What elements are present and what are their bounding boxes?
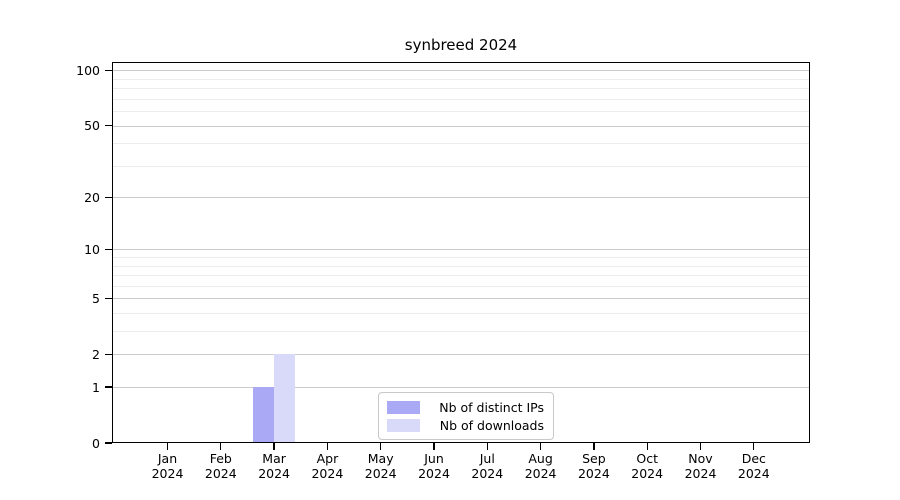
x-tick-label: Oct 2024 [615, 451, 679, 481]
x-tick-year: 2024 [311, 466, 344, 481]
x-tick-label: Jan 2024 [136, 451, 200, 481]
x-tick-year: 2024 [151, 466, 184, 481]
x-tick-year: 2024 [737, 466, 770, 481]
y-tick-label: 100 [76, 62, 100, 78]
x-tick-year: 2024 [471, 466, 504, 481]
x-tick-month: Oct [636, 451, 658, 466]
x-tick [326, 443, 329, 450]
x-tick-label: Feb 2024 [189, 451, 253, 481]
x-tick-label: Jul 2024 [455, 451, 519, 481]
x-tick [433, 443, 435, 450]
major-gridline [112, 354, 810, 356]
x-tick [753, 443, 755, 450]
legend-label-downloads: Nb of downloads [439, 417, 544, 433]
y-tick-label: 50 [84, 118, 100, 133]
x-tick [539, 443, 542, 450]
x-tick-label: Dec 2024 [722, 451, 786, 481]
minor-gridline [112, 313, 810, 314]
x-tick-year: 2024 [524, 466, 557, 481]
x-tick [273, 443, 275, 450]
major-gridline [112, 70, 810, 72]
x-tick-month: Aug [528, 451, 553, 466]
x-tick-label: Mar 2024 [242, 451, 306, 481]
x-tick-month: Feb [209, 451, 232, 466]
x-tick [166, 443, 169, 450]
x-tick [380, 443, 382, 450]
x-tick-month: Mar [262, 451, 286, 466]
y-tick-label: 20 [84, 189, 100, 205]
minor-gridline [112, 275, 810, 277]
x-tick-year: 2024 [631, 466, 664, 481]
x-tick-month: Sep [582, 451, 606, 466]
x-tick-month: Jun [424, 451, 444, 466]
minor-gridline [112, 98, 810, 100]
minor-gridline [112, 257, 810, 259]
x-tick-year: 2024 [258, 466, 290, 481]
legend: Nb of distinct IPs Nb of downloads [378, 392, 554, 440]
y-tick [105, 386, 112, 388]
y-tick [105, 353, 112, 355]
legend-swatch-distinct-ips [387, 400, 420, 414]
y-tick-label: 10 [84, 241, 100, 257]
minor-gridline [112, 88, 810, 90]
x-tick [699, 443, 702, 450]
chart-title: synbreed 2024 [404, 36, 518, 54]
plot-background [112, 62, 810, 443]
x-tick [220, 443, 222, 450]
minor-gridline [112, 331, 810, 333]
x-tick-label: Nov 2024 [669, 451, 733, 481]
x-tick-label: Sep 2024 [562, 451, 626, 481]
x-tick [646, 443, 648, 450]
legend-label-distinct-ips: Nb of distinct IPs [439, 399, 544, 415]
y-tick [105, 196, 112, 198]
y-tick-label: 5 [92, 290, 100, 306]
y-tick-label: 0 [92, 435, 100, 451]
y-tick [105, 248, 112, 251]
x-tick [593, 443, 595, 450]
x-tick-label: Apr 2024 [295, 451, 359, 481]
major-gridline [112, 249, 810, 251]
major-gridline [112, 298, 810, 300]
major-gridline [112, 197, 810, 199]
x-tick-year: 2024 [364, 466, 397, 481]
x-tick-month: Jul [479, 451, 495, 466]
x-tick-label: Jun 2024 [402, 451, 466, 481]
x-tick-month: Jan [157, 451, 178, 466]
y-tick [105, 297, 112, 299]
x-tick-month: Dec [741, 451, 766, 466]
y-tick [105, 442, 112, 444]
bar-downloads-mar [274, 354, 296, 443]
x-tick-year: 2024 [204, 466, 237, 481]
x-tick-month: May [367, 451, 394, 466]
x-tick-month: Apr [316, 451, 339, 466]
x-tick [486, 443, 488, 450]
x-tick-year: 2024 [418, 466, 450, 481]
bar-distinct-ips-mar [253, 387, 275, 443]
minor-gridline [112, 265, 810, 267]
y-tick [105, 69, 112, 71]
minor-gridline [112, 78, 810, 80]
legend-item-downloads: Nb of downloads [387, 416, 544, 434]
y-tick-label: 2 [92, 346, 100, 362]
x-tick-year: 2024 [577, 466, 610, 481]
legend-swatch-downloads [387, 418, 420, 432]
major-gridline [112, 125, 810, 127]
minor-gridline [112, 285, 810, 287]
x-tick-year: 2024 [684, 466, 717, 481]
x-tick-label: May 2024 [349, 451, 413, 481]
minor-gridline [112, 165, 810, 167]
x-tick-month: Nov [688, 451, 713, 466]
minor-gridline [112, 111, 810, 113]
major-gridline [112, 387, 810, 388]
minor-gridline [112, 143, 810, 145]
legend-item-distinct-ips: Nb of distinct IPs [387, 398, 544, 416]
x-tick-label: Aug 2024 [509, 451, 573, 481]
y-tick [105, 124, 112, 127]
y-tick-label: 1 [92, 379, 100, 395]
